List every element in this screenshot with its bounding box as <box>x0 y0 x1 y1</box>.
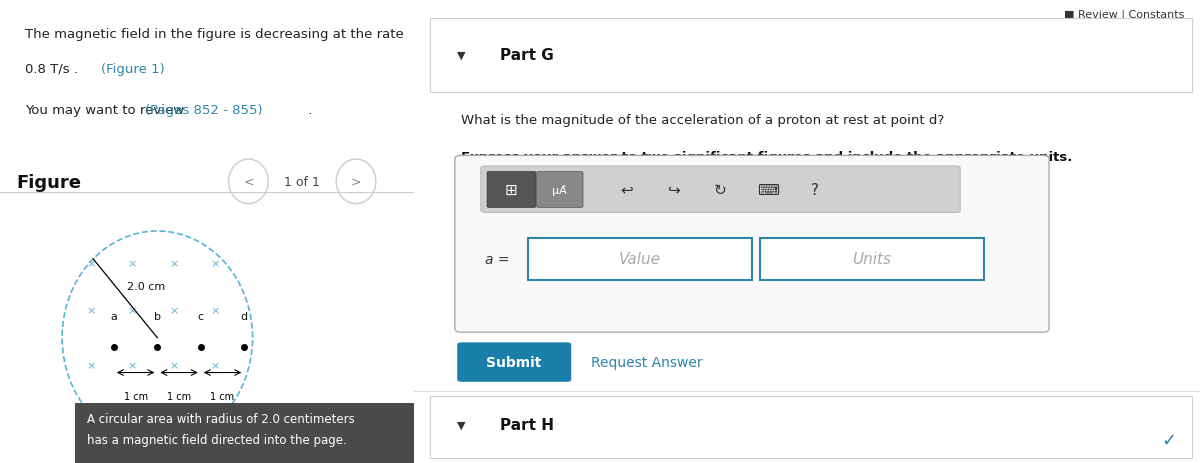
Text: ×: × <box>86 259 96 269</box>
Text: ?: ? <box>811 182 818 197</box>
Text: ×: × <box>127 259 137 269</box>
Text: μÂ: μÂ <box>552 184 566 195</box>
Text: The magnetic field in the figure is decreasing at the rate: The magnetic field in the figure is decr… <box>25 28 403 41</box>
Text: 1 cm: 1 cm <box>210 391 234 401</box>
Text: ×: × <box>169 259 179 269</box>
FancyBboxPatch shape <box>487 172 536 208</box>
Text: Submit: Submit <box>486 355 541 369</box>
Text: Units: Units <box>852 252 890 267</box>
Text: What is the magnitude of the acceleration of a proton at rest at point d?: What is the magnitude of the acceleratio… <box>461 113 944 126</box>
Text: c: c <box>198 312 204 322</box>
Text: ■ Review | Constants: ■ Review | Constants <box>1064 9 1184 20</box>
Text: ▼: ▼ <box>457 50 466 61</box>
Text: ↻: ↻ <box>714 182 727 197</box>
Text: ▼: ▼ <box>457 420 466 430</box>
Text: Express your answer to two significant figures and include the appropriate units: Express your answer to two significant f… <box>461 150 1073 163</box>
Text: .: . <box>305 104 313 117</box>
Text: Part H: Part H <box>500 418 554 432</box>
Text: ×: × <box>210 259 220 269</box>
Text: >: > <box>350 175 361 188</box>
FancyBboxPatch shape <box>528 238 752 280</box>
Text: ×: × <box>127 305 137 315</box>
Text: (Pages 852 - 855): (Pages 852 - 855) <box>145 104 263 117</box>
Text: <: < <box>244 175 253 188</box>
Text: You may want to review: You may want to review <box>25 104 188 117</box>
Text: ↪: ↪ <box>667 182 679 197</box>
FancyBboxPatch shape <box>430 19 1192 93</box>
Text: 1 of 1: 1 of 1 <box>284 175 320 188</box>
Text: 1 cm: 1 cm <box>167 391 191 401</box>
Text: Request Answer: Request Answer <box>590 355 702 369</box>
FancyBboxPatch shape <box>481 167 960 213</box>
Text: ×: × <box>210 361 220 371</box>
FancyBboxPatch shape <box>760 238 984 280</box>
Text: 1 cm: 1 cm <box>124 391 148 401</box>
Text: ↩: ↩ <box>620 182 632 197</box>
FancyBboxPatch shape <box>536 172 583 208</box>
Text: Figure: Figure <box>17 174 82 192</box>
Text: ×: × <box>86 305 96 315</box>
FancyBboxPatch shape <box>74 403 414 463</box>
Text: Part G: Part G <box>500 48 554 63</box>
Text: d: d <box>241 312 248 322</box>
Text: 0.8 T/s .: 0.8 T/s . <box>25 63 82 75</box>
Text: a =: a = <box>485 252 509 266</box>
Text: 2.0 cm: 2.0 cm <box>127 282 166 292</box>
Text: A circular area with radius of 2.0 centimeters: A circular area with radius of 2.0 centi… <box>86 412 355 425</box>
Text: ×: × <box>210 305 220 315</box>
Text: ✓: ✓ <box>1162 431 1176 449</box>
Text: ×: × <box>127 407 137 417</box>
Text: (Figure 1): (Figure 1) <box>102 63 166 75</box>
FancyBboxPatch shape <box>455 156 1049 332</box>
Text: ⌨: ⌨ <box>757 182 779 197</box>
Text: ×: × <box>169 305 179 315</box>
Text: ×: × <box>86 361 96 371</box>
Text: ⊞: ⊞ <box>505 182 518 197</box>
Text: b: b <box>154 312 161 322</box>
Text: a: a <box>110 312 118 322</box>
Text: has a magnetic field directed into the page.: has a magnetic field directed into the p… <box>86 433 347 446</box>
FancyBboxPatch shape <box>430 396 1192 458</box>
Text: ×: × <box>169 361 179 371</box>
Text: Value: Value <box>618 252 660 267</box>
Text: ×: × <box>169 407 179 417</box>
FancyBboxPatch shape <box>0 169 414 463</box>
FancyBboxPatch shape <box>457 343 571 382</box>
Text: ×: × <box>127 361 137 371</box>
